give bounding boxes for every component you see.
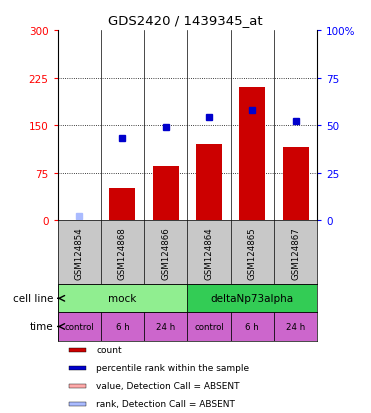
Text: deltaNp73alpha: deltaNp73alpha bbox=[211, 294, 294, 304]
Bar bbox=[69, 348, 86, 352]
Text: 6 h: 6 h bbox=[245, 322, 259, 331]
Text: GSM124867: GSM124867 bbox=[291, 226, 300, 279]
Text: control: control bbox=[194, 322, 224, 331]
Bar bbox=[58, 313, 101, 341]
Text: cell line: cell line bbox=[13, 294, 54, 304]
Text: GSM124864: GSM124864 bbox=[204, 226, 213, 279]
Text: value, Detection Call = ABSENT: value, Detection Call = ABSENT bbox=[96, 382, 240, 390]
Bar bbox=[144, 313, 187, 341]
Text: GSM124865: GSM124865 bbox=[248, 226, 257, 279]
Text: time: time bbox=[30, 322, 54, 332]
Bar bbox=[187, 285, 317, 313]
Text: 6 h: 6 h bbox=[115, 322, 129, 331]
Text: GSM124866: GSM124866 bbox=[161, 226, 170, 279]
Bar bbox=[153, 167, 179, 221]
Bar bbox=[69, 384, 86, 388]
Text: 24 h: 24 h bbox=[286, 322, 305, 331]
Bar bbox=[109, 189, 135, 221]
Bar bbox=[196, 145, 222, 221]
Bar bbox=[69, 402, 86, 406]
Bar bbox=[69, 366, 86, 370]
Bar bbox=[274, 313, 317, 341]
Text: GSM124868: GSM124868 bbox=[118, 226, 127, 279]
Text: percentile rank within the sample: percentile rank within the sample bbox=[96, 363, 249, 372]
Text: count: count bbox=[96, 345, 122, 354]
Text: GDS2420 / 1439345_at: GDS2420 / 1439345_at bbox=[108, 14, 263, 27]
Bar bbox=[239, 88, 265, 221]
Bar bbox=[187, 313, 231, 341]
Text: 24 h: 24 h bbox=[156, 322, 175, 331]
Bar bbox=[231, 313, 274, 341]
Bar bbox=[283, 148, 309, 221]
Text: control: control bbox=[64, 322, 94, 331]
Bar bbox=[101, 313, 144, 341]
Bar bbox=[58, 285, 187, 313]
Text: mock: mock bbox=[108, 294, 137, 304]
Text: GSM124854: GSM124854 bbox=[75, 226, 83, 279]
Text: rank, Detection Call = ABSENT: rank, Detection Call = ABSENT bbox=[96, 399, 235, 408]
